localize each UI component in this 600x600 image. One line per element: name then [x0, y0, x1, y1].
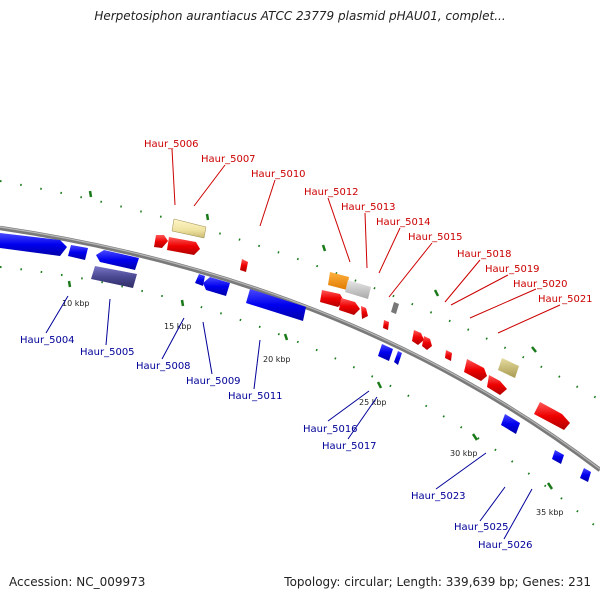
gene-feature-haur-5018[interactable] [412, 330, 424, 345]
tick-label-10kbp: 10 kbp [62, 299, 90, 308]
outer-tick-ring [0, 180, 600, 401]
gene-label-haur-5008[interactable]: Haur_5008 [136, 361, 191, 372]
gene-feature-haur-5026[interactable] [580, 468, 591, 482]
gene-label-haur-5005[interactable]: Haur_5005 [80, 347, 135, 358]
tick-label-20kbp: 20 kbp [263, 355, 291, 364]
gene-feature-haur-5014[interactable] [361, 306, 368, 319]
gene-feature-haur-5010[interactable] [240, 259, 248, 272]
map-title: Herpetosiphon aurantiacus ATCC 23779 pla… [94, 9, 506, 23]
tick-label-30kbp: 30 kbp [450, 449, 478, 458]
gene-label-haur-5011[interactable]: Haur_5011 [228, 391, 283, 402]
tick-label-35kbp: 35 kbp [536, 508, 564, 517]
gene-feature-haur-5008[interactable] [195, 274, 205, 286]
gene-label-haur-5015[interactable]: Haur_5015 [408, 232, 463, 243]
gene-label-haur-5016[interactable]: Haur_5016 [303, 424, 358, 435]
outer-major-ticks [88, 190, 537, 353]
gene-feature-haur-5007[interactable] [167, 237, 200, 255]
gene-label-haur-5026[interactable]: Haur_5026 [478, 540, 533, 551]
reverse-gene-features [0, 233, 591, 482]
reverse-leader-lines [45, 295, 533, 540]
gene-feature-haur-5017[interactable] [394, 351, 402, 365]
gene-feature-haur-5005b[interactable] [91, 266, 137, 288]
gene-label-haur-5007[interactable]: Haur_5007 [201, 154, 256, 165]
forward-leader-lines [171, 148, 561, 334]
gene-feature-haur-5019[interactable] [422, 336, 432, 350]
gene-feature-haur-5021c[interactable] [534, 402, 570, 430]
reverse-gene-labels: Haur_5004 Haur_5005 Haur_5008 Haur_5009 … [20, 335, 533, 551]
gene-feature-haur-5020b[interactable] [464, 359, 487, 381]
gene-feature-haur-5006[interactable] [171, 218, 207, 239]
gene-label-haur-5013[interactable]: Haur_5013 [341, 202, 396, 213]
gene-label-haur-5006[interactable]: Haur_5006 [144, 139, 199, 150]
gene-feature-haur-5020[interactable] [445, 350, 452, 361]
accession-text: Accession: NC_009973 [9, 575, 146, 589]
tick-label-15kbp: 15 kbp [164, 322, 192, 331]
gene-feature-haur-5025[interactable] [552, 450, 564, 464]
forward-gene-features [154, 218, 570, 430]
gene-label-haur-5017[interactable]: Haur_5017 [322, 441, 377, 452]
forward-gene-labels: Haur_5006 Haur_5007 Haur_5010 Haur_5012 … [144, 139, 593, 305]
gene-label-haur-5019[interactable]: Haur_5019 [485, 264, 540, 275]
gene-feature-haur-5004b[interactable] [68, 245, 88, 260]
gene-label-haur-5012[interactable]: Haur_5012 [304, 187, 359, 198]
gene-label-haur-5023[interactable]: Haur_5023 [411, 491, 466, 502]
gene-feature-haur-5004[interactable] [0, 233, 67, 256]
gene-label-haur-5021[interactable]: Haur_5021 [538, 294, 593, 305]
gene-feature-haur-5012b[interactable] [320, 290, 344, 307]
gene-feature-haur-5012[interactable] [328, 272, 349, 290]
gene-feature-haur-5005[interactable] [96, 250, 139, 270]
gene-label-haur-5018[interactable]: Haur_5018 [457, 249, 512, 260]
gene-feature-haur-5015[interactable] [383, 320, 389, 330]
plasmid-backbone [0, 225, 600, 472]
gene-feature-haur-5011[interactable] [246, 289, 306, 321]
gene-feature-haur-5016[interactable] [378, 344, 393, 361]
plasmid-backbone-highlight [0, 226, 600, 470]
inner-major-ticks [67, 280, 554, 490]
gene-feature-haur-5023[interactable] [501, 414, 520, 434]
summary-text: Topology: circular; Length: 339,639 bp; … [284, 575, 591, 589]
gene-feature-haur-5014b[interactable] [391, 302, 399, 314]
gene-feature-haur-5013b[interactable] [339, 298, 360, 315]
gene-label-haur-5014[interactable]: Haur_5014 [376, 217, 431, 228]
gene-feature-haur-5021[interactable] [498, 358, 519, 378]
gene-feature-haur-5013[interactable] [345, 280, 371, 299]
gene-feature-haur-5009[interactable] [203, 277, 230, 296]
gene-label-haur-5010[interactable]: Haur_5010 [251, 169, 306, 180]
gene-label-haur-5004[interactable]: Haur_5004 [20, 335, 75, 346]
gene-feature-haur-5021b[interactable] [487, 375, 507, 395]
gene-label-haur-5020[interactable]: Haur_5020 [513, 279, 568, 290]
gene-feature-haur-5006b[interactable] [154, 235, 168, 248]
gene-label-haur-5009[interactable]: Haur_5009 [186, 376, 241, 387]
gene-label-haur-5025[interactable]: Haur_5025 [454, 522, 509, 533]
